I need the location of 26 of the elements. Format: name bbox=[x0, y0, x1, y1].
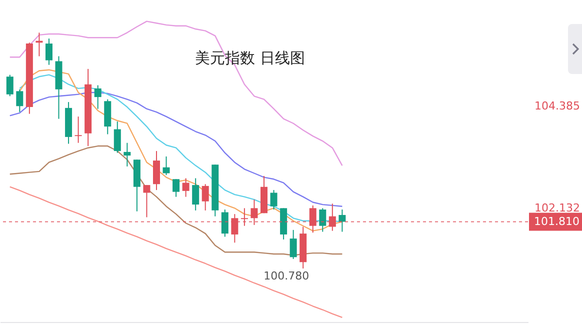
candlestick bbox=[45, 38, 52, 66]
candlestick bbox=[74, 116, 82, 144]
candlestick bbox=[338, 209, 346, 232]
candlestick bbox=[16, 88, 24, 113]
candlestick bbox=[124, 142, 131, 167]
candlestick bbox=[221, 209, 228, 238]
candlestick bbox=[172, 178, 180, 198]
y-tick-label: 104.385 bbox=[534, 99, 580, 112]
line-series bbox=[9, 186, 343, 318]
annotation: 100.780 bbox=[264, 269, 310, 282]
text: 美元指数 日线图 bbox=[195, 49, 305, 67]
candlestick bbox=[182, 178, 190, 198]
candlestick bbox=[319, 208, 326, 232]
candlestick bbox=[290, 229, 297, 260]
line-series bbox=[9, 20, 343, 166]
candlestick bbox=[114, 121, 121, 154]
y-tick-label: 102.132 bbox=[534, 202, 580, 215]
candlestick bbox=[94, 84, 102, 110]
candlestick bbox=[152, 150, 160, 191]
candlestick bbox=[6, 74, 14, 97]
ref-line-label: 101.810 bbox=[534, 214, 580, 228]
candlestick bbox=[270, 190, 278, 210]
candlestick bbox=[192, 178, 200, 211]
candlestick bbox=[143, 184, 150, 218]
candlestick bbox=[162, 156, 170, 176]
candlestick bbox=[202, 184, 209, 211]
